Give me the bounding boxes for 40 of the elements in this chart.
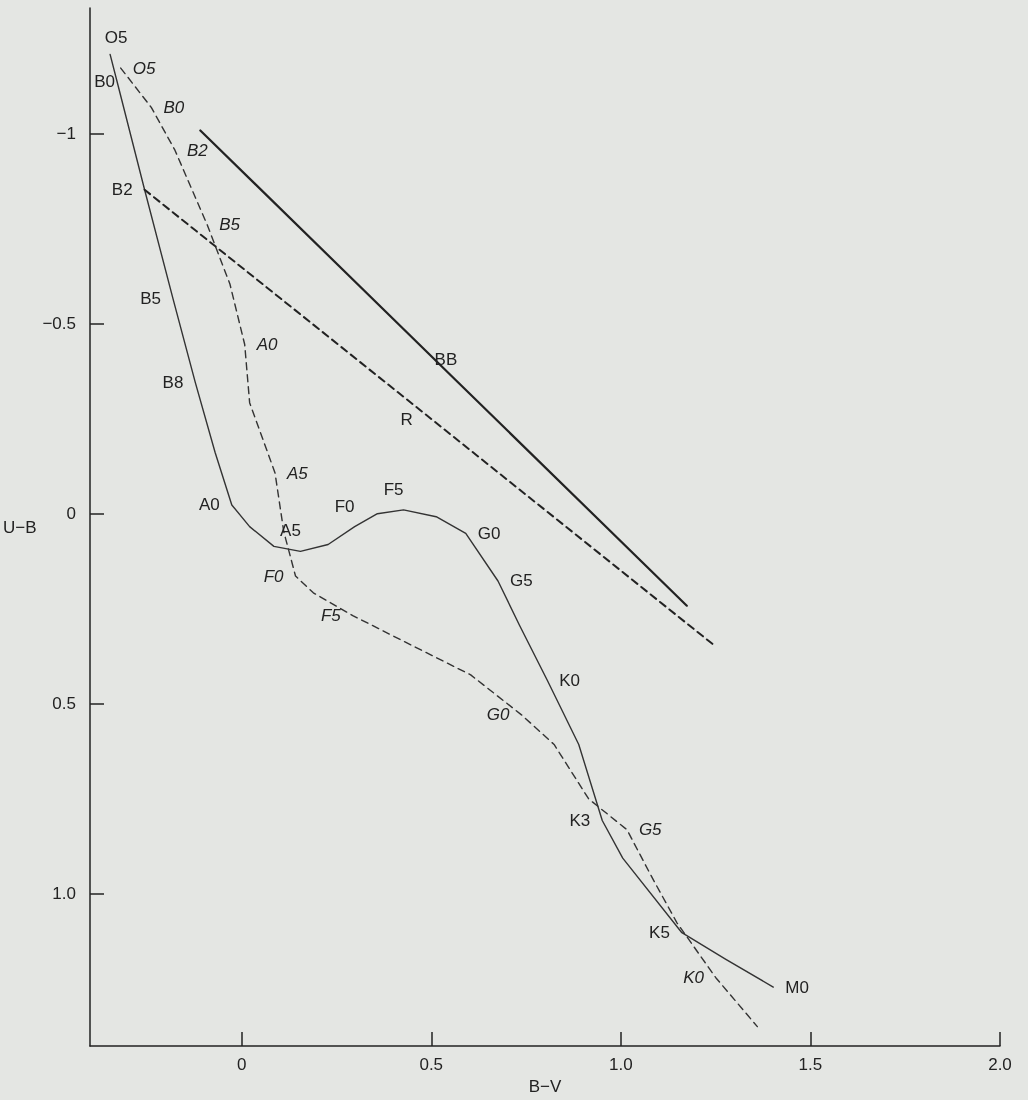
data-label: B5	[140, 289, 162, 309]
data-label: O5	[132, 58, 156, 78]
y-tick-label: 0	[66, 504, 76, 524]
data-label: B2	[111, 180, 133, 200]
data-label: B5	[219, 215, 241, 235]
data-label: G0	[486, 705, 511, 725]
y-tick-label: 1.0	[52, 884, 76, 904]
data-label: BB	[434, 350, 458, 370]
data-label: A5	[286, 463, 309, 483]
data-label: A0	[255, 334, 279, 354]
y-tick-label: −1	[56, 123, 76, 143]
data-label: F0	[263, 566, 285, 586]
y-axis-title: U−B	[3, 517, 37, 537]
data-label: R	[400, 410, 413, 430]
data-label: M0	[785, 977, 809, 997]
data-label: F0	[334, 496, 355, 516]
data-label: B0	[163, 98, 185, 118]
data-label: G0	[477, 523, 501, 543]
data-label: F5	[383, 479, 404, 499]
x-tick-label: 0.5	[419, 1055, 444, 1074]
x-tick-label: 1.5	[798, 1055, 823, 1074]
data-label: G5	[638, 820, 663, 840]
data-label: K3	[569, 811, 591, 831]
data-label: B8	[162, 373, 184, 393]
x-axis-title: B−V	[528, 1077, 562, 1096]
x-tick-label: 1.0	[609, 1055, 633, 1074]
data-label: K0	[559, 670, 581, 690]
data-label: A5	[280, 521, 301, 541]
data-label: B0	[94, 71, 115, 91]
data-label: K0	[683, 968, 705, 988]
x-tick-label: 2.0	[988, 1055, 1012, 1074]
data-label: F5	[320, 606, 342, 626]
y-tick-label: −0.5	[42, 314, 76, 334]
data-label: K5	[649, 923, 670, 943]
x-tick-label: 0	[236, 1055, 247, 1074]
data-label: B2	[186, 140, 209, 160]
data-label: A0	[199, 495, 220, 515]
data-label: O5	[104, 28, 128, 48]
y-tick-label: 0.5	[52, 694, 76, 714]
data-label: G5	[509, 571, 533, 591]
